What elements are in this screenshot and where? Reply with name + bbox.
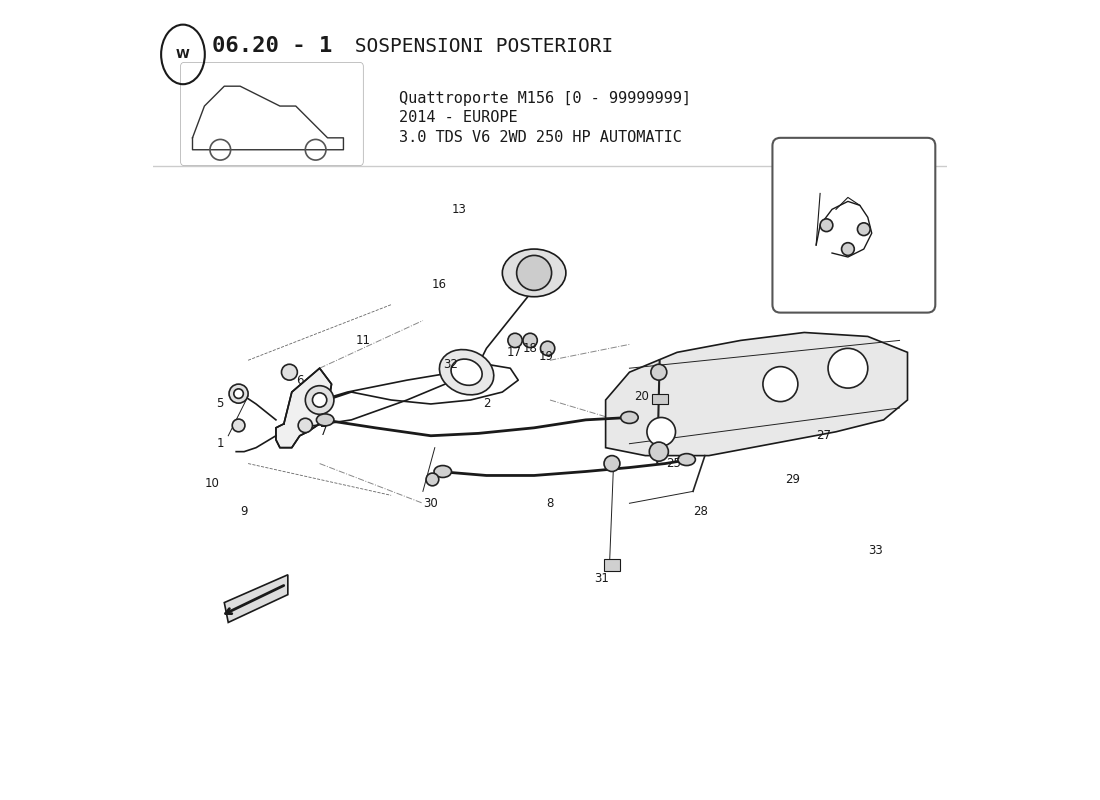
Circle shape	[232, 419, 245, 432]
Circle shape	[306, 386, 334, 414]
Circle shape	[229, 384, 249, 403]
Text: 5: 5	[217, 398, 224, 410]
Text: 06.20 - 1: 06.20 - 1	[212, 37, 332, 57]
Ellipse shape	[439, 350, 494, 395]
Polygon shape	[276, 368, 331, 448]
Circle shape	[282, 364, 297, 380]
Text: W: W	[176, 48, 190, 61]
Text: 8: 8	[547, 497, 553, 510]
Circle shape	[651, 364, 667, 380]
Text: 30: 30	[424, 497, 438, 510]
Bar	[651, 394, 668, 404]
Circle shape	[312, 393, 327, 407]
Text: 2014 - EUROPE: 2014 - EUROPE	[399, 110, 518, 126]
Circle shape	[426, 473, 439, 486]
Ellipse shape	[678, 454, 695, 466]
Text: 3.0 TDS V6 2WD 250 HP AUTOMATIC: 3.0 TDS V6 2WD 250 HP AUTOMATIC	[399, 130, 682, 146]
Text: 27: 27	[816, 430, 832, 442]
Circle shape	[522, 334, 537, 347]
Circle shape	[763, 366, 798, 402]
Text: 31: 31	[594, 572, 609, 586]
Circle shape	[604, 456, 620, 471]
Text: 10: 10	[205, 477, 220, 490]
Text: 16: 16	[431, 278, 447, 291]
Circle shape	[234, 389, 243, 398]
Bar	[604, 559, 620, 571]
Polygon shape	[606, 333, 908, 456]
Text: 28: 28	[693, 505, 708, 518]
Circle shape	[298, 418, 312, 433]
Circle shape	[821, 219, 833, 231]
Circle shape	[508, 334, 522, 347]
Text: 29: 29	[784, 473, 800, 486]
Text: 18: 18	[522, 342, 538, 355]
Text: SOSPENSIONI POSTERIORI: SOSPENSIONI POSTERIORI	[343, 37, 614, 56]
Text: 9: 9	[241, 505, 248, 518]
Circle shape	[647, 418, 675, 446]
Text: 6: 6	[296, 374, 304, 386]
Text: 19: 19	[539, 350, 553, 363]
Circle shape	[517, 255, 551, 290]
Text: 32: 32	[443, 358, 458, 370]
Circle shape	[540, 342, 554, 355]
Text: Quattroporte M156 [0 - 99999999]: Quattroporte M156 [0 - 99999999]	[399, 90, 691, 106]
Text: 11: 11	[355, 334, 371, 347]
Text: 17: 17	[507, 346, 521, 359]
Ellipse shape	[503, 249, 565, 297]
Circle shape	[858, 223, 870, 235]
Text: 33: 33	[868, 545, 883, 558]
Ellipse shape	[620, 411, 638, 423]
Circle shape	[649, 442, 669, 461]
Text: 7: 7	[320, 426, 328, 438]
Text: 20: 20	[634, 390, 649, 402]
Ellipse shape	[434, 466, 451, 478]
FancyBboxPatch shape	[180, 62, 363, 166]
Text: 2: 2	[483, 398, 491, 410]
Circle shape	[828, 348, 868, 388]
FancyBboxPatch shape	[772, 138, 935, 313]
Circle shape	[842, 242, 855, 255]
Text: 13: 13	[451, 203, 466, 216]
Ellipse shape	[451, 359, 482, 386]
Text: 25: 25	[666, 457, 681, 470]
Ellipse shape	[317, 414, 334, 426]
Text: 1: 1	[217, 437, 224, 450]
Polygon shape	[224, 574, 288, 622]
